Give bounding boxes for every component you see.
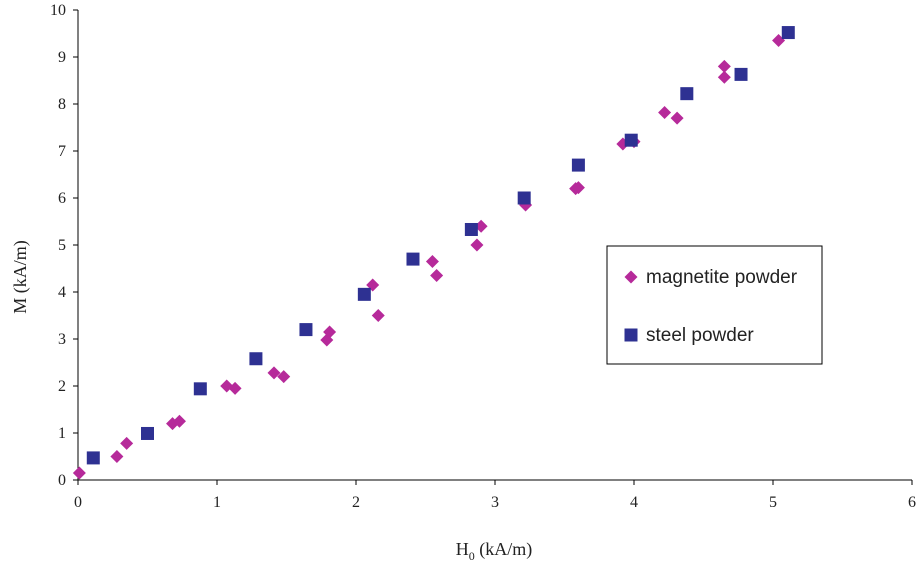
data-point xyxy=(571,181,585,195)
x-tick-label: 5 xyxy=(769,494,777,511)
y-tick-label: 4 xyxy=(58,284,66,301)
y-tick-label: 0 xyxy=(58,472,66,489)
data-point xyxy=(172,414,186,428)
data-point xyxy=(141,426,154,440)
x-axis-title-subscript: 0 xyxy=(469,549,475,563)
data-point xyxy=(680,87,694,101)
data-point xyxy=(249,352,263,366)
x-axis-title: H0 (kA/m) xyxy=(456,539,533,563)
legend-marker-steel xyxy=(624,328,638,342)
data-point xyxy=(464,222,478,236)
y-tick-label: 1 xyxy=(58,425,66,442)
data-points xyxy=(72,26,795,480)
data-point xyxy=(781,26,795,40)
data-point xyxy=(717,70,731,84)
data-point xyxy=(717,59,731,73)
data-point xyxy=(267,366,281,380)
legend: magnetite powder steel powder xyxy=(606,245,823,365)
data-point xyxy=(734,67,748,81)
data-point xyxy=(193,382,207,396)
data-point xyxy=(110,450,124,463)
legend-box xyxy=(606,245,823,365)
data-point xyxy=(470,238,484,252)
x-tick-label: 0 xyxy=(74,494,82,511)
data-point xyxy=(120,436,134,450)
y-tick-label: 2 xyxy=(58,378,66,395)
data-point xyxy=(517,191,531,205)
y-tick-label: 3 xyxy=(58,331,66,348)
x-tick-label: 4 xyxy=(630,494,638,511)
y-tick-label: 5 xyxy=(58,237,66,254)
y-tick-label: 6 xyxy=(58,190,66,207)
data-point xyxy=(323,325,337,339)
x-axis-title-main: H xyxy=(456,539,469,559)
data-point xyxy=(670,111,684,125)
data-point xyxy=(571,158,585,172)
y-tick-label: 7 xyxy=(58,143,66,160)
series-steel xyxy=(86,26,795,465)
data-point xyxy=(357,287,371,301)
tick-labels: 0 1 2 3 4 5 6 7 8 9 10 0 1 2 3 4 5 6 xyxy=(50,2,916,511)
x-axis-title-units: (kA/m) xyxy=(475,539,533,560)
data-point xyxy=(658,105,672,119)
data-point xyxy=(624,133,638,147)
data-point xyxy=(72,466,86,480)
data-point xyxy=(86,451,100,465)
data-point xyxy=(425,254,439,268)
legend-marker-magnetite xyxy=(624,270,638,284)
data-point xyxy=(277,370,291,384)
legend-label-magnetite: magnetite powder xyxy=(646,267,798,288)
data-point xyxy=(371,309,385,322)
y-tick-label: 9 xyxy=(58,49,66,66)
y-axis-title: M (kA/m) xyxy=(10,240,31,314)
data-point xyxy=(430,269,444,283)
axes xyxy=(73,9,913,485)
y-tick-label: 10 xyxy=(50,2,66,19)
data-point xyxy=(406,252,420,266)
x-tick-label: 6 xyxy=(908,494,916,511)
legend-label-steel: steel powder xyxy=(646,325,754,346)
x-tick-label: 3 xyxy=(491,494,499,511)
x-tick-label: 2 xyxy=(352,494,360,511)
data-point xyxy=(228,381,242,395)
y-tick-label: 8 xyxy=(58,96,66,113)
x-tick-label: 1 xyxy=(213,494,221,511)
data-point xyxy=(299,323,313,337)
